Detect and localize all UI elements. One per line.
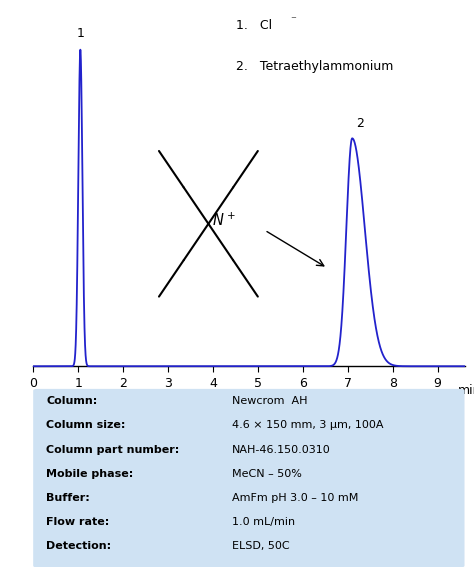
Text: ELSD, 50C: ELSD, 50C	[232, 542, 289, 552]
Text: NAH-46.150.0310: NAH-46.150.0310	[232, 445, 330, 455]
Text: Buffer:: Buffer:	[46, 493, 90, 503]
Text: 1.   Cl: 1. Cl	[236, 19, 272, 32]
Text: 2.   Tetraethylammonium: 2. Tetraethylammonium	[236, 60, 393, 73]
Text: Column size:: Column size:	[46, 421, 126, 431]
Text: ⁻: ⁻	[290, 15, 296, 25]
Text: 1.0 mL/min: 1.0 mL/min	[232, 517, 295, 527]
Text: 2: 2	[356, 118, 364, 130]
Text: 4.6 × 150 mm, 3 μm, 100A: 4.6 × 150 mm, 3 μm, 100A	[232, 421, 383, 431]
Text: $N^+$: $N^+$	[212, 212, 236, 229]
Text: Mobile phase:: Mobile phase:	[46, 469, 133, 479]
Text: min: min	[458, 384, 474, 397]
Text: Newcrom  AH: Newcrom AH	[232, 396, 307, 406]
Text: AmFm pH 3.0 – 10 mM: AmFm pH 3.0 – 10 mM	[232, 493, 358, 503]
Text: MeCN – 50%: MeCN – 50%	[232, 469, 301, 479]
FancyBboxPatch shape	[33, 389, 465, 567]
Text: Column:: Column:	[46, 396, 97, 406]
Text: Column part number:: Column part number:	[46, 445, 179, 455]
Text: 1: 1	[76, 27, 84, 40]
Text: Detection:: Detection:	[46, 542, 111, 552]
Text: Flow rate:: Flow rate:	[46, 517, 109, 527]
